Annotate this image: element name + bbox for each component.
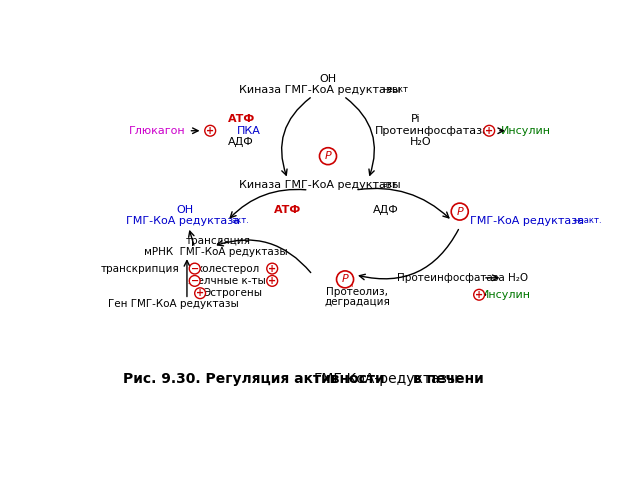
Text: Киназа ГМГ-КоА редуктазы: Киназа ГМГ-КоА редуктазы bbox=[239, 85, 401, 95]
Text: неакт: неакт bbox=[382, 85, 408, 95]
Text: АДФ: АДФ bbox=[373, 205, 399, 215]
Text: Глюкагон: Глюкагон bbox=[129, 126, 186, 136]
Circle shape bbox=[451, 203, 468, 220]
Circle shape bbox=[189, 276, 200, 286]
Text: ГМГ-КоА редуктаза: ГМГ-КоА редуктаза bbox=[470, 216, 584, 226]
Text: Pi: Pi bbox=[411, 114, 420, 124]
Text: +: + bbox=[196, 288, 204, 298]
Text: Рис. 9.30. Регуляция активности: Рис. 9.30. Регуляция активности bbox=[123, 372, 389, 386]
Text: холестерол: холестерол bbox=[197, 264, 260, 274]
Circle shape bbox=[189, 263, 200, 274]
Text: OH: OH bbox=[319, 74, 337, 84]
Text: +: + bbox=[206, 126, 214, 136]
Text: +: + bbox=[268, 264, 276, 274]
Text: ГМГ-КоА-редуктазы: ГМГ-КоА-редуктазы bbox=[314, 372, 459, 386]
Text: i: i bbox=[351, 280, 353, 289]
Circle shape bbox=[474, 289, 484, 300]
Text: Протеолиз,: Протеолиз, bbox=[326, 288, 388, 298]
Text: акт.: акт. bbox=[232, 216, 250, 225]
Text: +: + bbox=[268, 276, 276, 286]
Text: +: + bbox=[485, 126, 493, 136]
Text: Инсулин: Инсулин bbox=[500, 126, 550, 136]
Text: трансляция: трансляция bbox=[186, 236, 250, 246]
Text: −: − bbox=[191, 276, 199, 286]
Text: H₂O: H₂O bbox=[410, 137, 432, 147]
Text: в печени: в печени bbox=[413, 372, 484, 386]
Circle shape bbox=[319, 148, 337, 165]
Text: ПКА: ПКА bbox=[237, 126, 261, 136]
Text: P: P bbox=[324, 151, 332, 161]
Text: +: + bbox=[475, 290, 483, 300]
Text: Эстрогены: Эстрогены bbox=[203, 288, 262, 298]
Text: акт: акт bbox=[382, 180, 397, 189]
Circle shape bbox=[205, 125, 216, 136]
Text: АТФ: АТФ bbox=[228, 114, 255, 124]
Text: АТФ: АТФ bbox=[274, 205, 301, 215]
Circle shape bbox=[337, 271, 353, 288]
Text: P: P bbox=[456, 206, 463, 216]
Text: деградация: деградация bbox=[324, 298, 390, 308]
Text: желчные к-ты: желчные к-ты bbox=[188, 276, 266, 286]
Text: Протеинфосфатаза: Протеинфосфатаза bbox=[397, 273, 504, 283]
Text: P: P bbox=[342, 275, 348, 284]
Text: мРНК  ГМГ-КоА редуктазы: мРНК ГМГ-КоА редуктазы bbox=[144, 247, 287, 257]
Text: −: − bbox=[191, 264, 199, 274]
Circle shape bbox=[484, 125, 495, 136]
Circle shape bbox=[267, 263, 278, 274]
Text: транскрипция: транскрипция bbox=[101, 264, 180, 274]
Circle shape bbox=[267, 276, 278, 286]
Text: Ген ГМГ-КоА редуктазы: Ген ГМГ-КоА редуктазы bbox=[108, 299, 238, 309]
Text: Инсулин: Инсулин bbox=[481, 290, 531, 300]
Text: Киназа ГМГ-КоА редуктазы: Киназа ГМГ-КоА редуктазы bbox=[239, 180, 401, 190]
Text: H₂O: H₂O bbox=[508, 273, 528, 283]
Text: ОН: ОН bbox=[176, 205, 193, 215]
Text: Протеинфосфатаза: Протеинфосфатаза bbox=[375, 126, 490, 136]
Text: неакт.: неакт. bbox=[573, 216, 602, 225]
Text: АДФ: АДФ bbox=[228, 137, 254, 147]
Text: ГМГ-КоА редуктаза: ГМГ-КоА редуктаза bbox=[127, 216, 241, 226]
Circle shape bbox=[195, 288, 205, 299]
